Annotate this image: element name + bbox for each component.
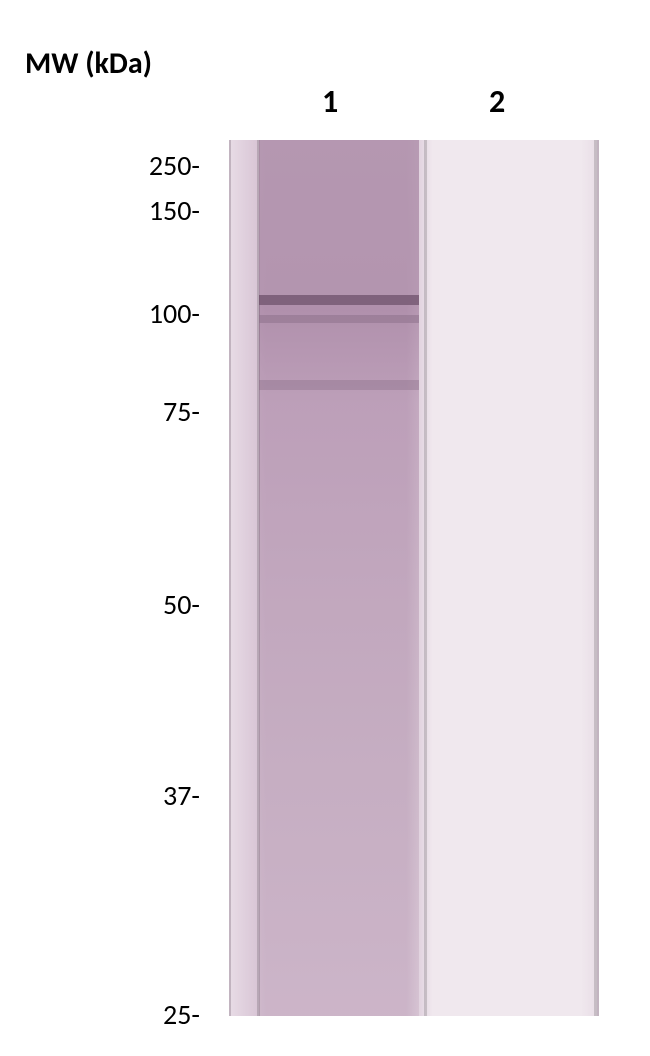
mw-marker: 75- [0, 394, 200, 429]
mw-marker: 25- [0, 997, 200, 1032]
mw-axis-label: MW (kDa) [25, 45, 152, 82]
blot-right-edge [597, 140, 599, 1016]
blot-band [259, 295, 419, 305]
mw-marker: 50- [0, 587, 200, 622]
mw-marker: 37- [0, 778, 200, 813]
mw-marker: 250- [0, 148, 200, 183]
mw-marker: 100- [0, 296, 200, 331]
lane-2-label: 2 [489, 82, 505, 121]
mw-marker: 150- [0, 193, 200, 228]
lane-divider [424, 140, 427, 1016]
blot-band [259, 315, 419, 323]
lane-1-label: 1 [322, 82, 338, 121]
blot-left-edge [229, 140, 231, 1016]
blot-band [259, 380, 419, 390]
blot-band [259, 140, 419, 295]
western-blot [229, 140, 599, 1016]
